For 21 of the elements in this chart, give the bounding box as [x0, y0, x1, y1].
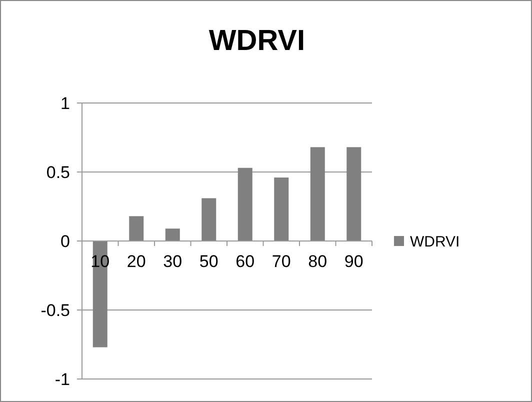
legend-label: WDRVI [410, 233, 460, 250]
x-tick-label: 60 [236, 252, 255, 271]
y-tick-label: 0.5 [46, 162, 70, 182]
chart-title: WDRVI [208, 25, 306, 57]
y-tick-label: -1 [54, 370, 70, 389]
y-tick-label: -0.5 [40, 300, 70, 320]
x-tick-label: 80 [308, 252, 328, 271]
x-tick-label: 50 [199, 252, 218, 271]
x-tick-label: 90 [344, 252, 364, 271]
bar [310, 147, 325, 241]
y-tick-label: 1 [60, 94, 70, 113]
bar [165, 228, 180, 241]
x-tick-label: 70 [272, 252, 291, 271]
bar [346, 147, 362, 241]
bar [129, 216, 144, 241]
x-tick-label: 30 [163, 252, 182, 271]
y-tick-label: 0 [60, 232, 70, 251]
bar [274, 178, 289, 241]
bar [202, 198, 216, 241]
bar [238, 168, 252, 241]
x-tick-label: 20 [126, 252, 146, 271]
